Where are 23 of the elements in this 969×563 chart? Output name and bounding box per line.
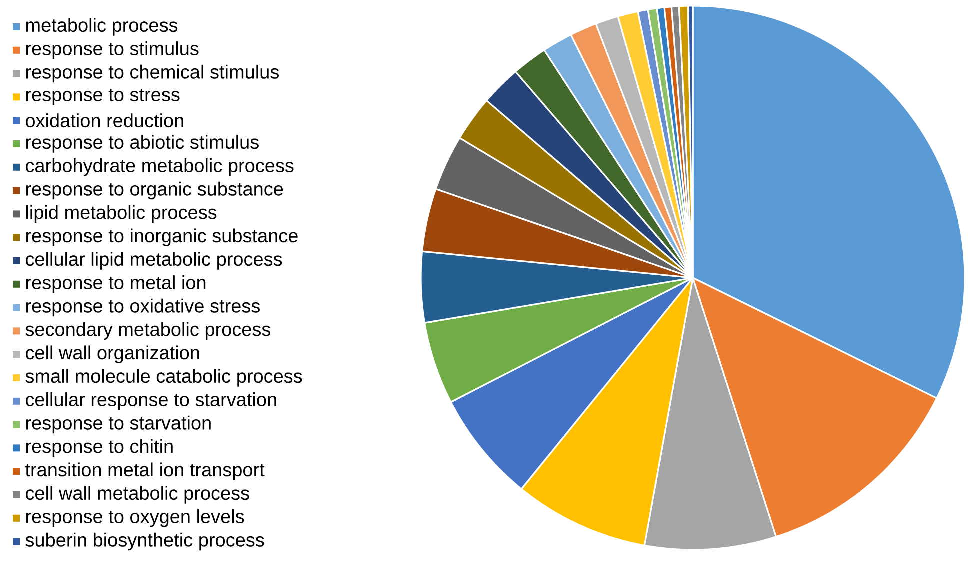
legend-label: metabolic process xyxy=(26,18,178,36)
legend-label: suberin biosynthetic process xyxy=(26,532,264,551)
legend-label: transition metal ion transport xyxy=(25,462,265,480)
legend-label: cellular lipid metabolic process xyxy=(26,252,282,270)
legend-label: cell wall metabolic process xyxy=(26,486,250,504)
legend-label: response to oxidative stress xyxy=(26,298,260,317)
legend-label: carbohydrate metabolic process xyxy=(26,158,294,176)
legend-label: response to stimulus xyxy=(26,42,199,60)
legend-label: cellular response to starvation xyxy=(26,392,276,410)
legend-label: cell wall organization xyxy=(26,346,200,364)
legend-label: response to starvation xyxy=(26,416,211,434)
legend-label: lipid metabolic process xyxy=(26,205,217,224)
legend-label: small molecule catabolic process xyxy=(26,369,302,387)
legend-label: response to organic substance xyxy=(26,182,284,200)
legend-label: response to chemical stimulus xyxy=(26,64,279,83)
legend-label: response to abiotic stimulus xyxy=(26,135,259,153)
legend-label: oxidation reduction xyxy=(26,114,184,128)
legend-label: response to inorganic substance xyxy=(26,228,298,246)
legend-label: secondary metabolic process xyxy=(26,322,271,340)
legend-label: response to oxygen levels xyxy=(26,510,244,528)
legend-label: response to stress xyxy=(26,89,180,106)
legend-label: response to metal ion xyxy=(26,276,206,294)
legend-label: response to chitin xyxy=(26,439,173,458)
